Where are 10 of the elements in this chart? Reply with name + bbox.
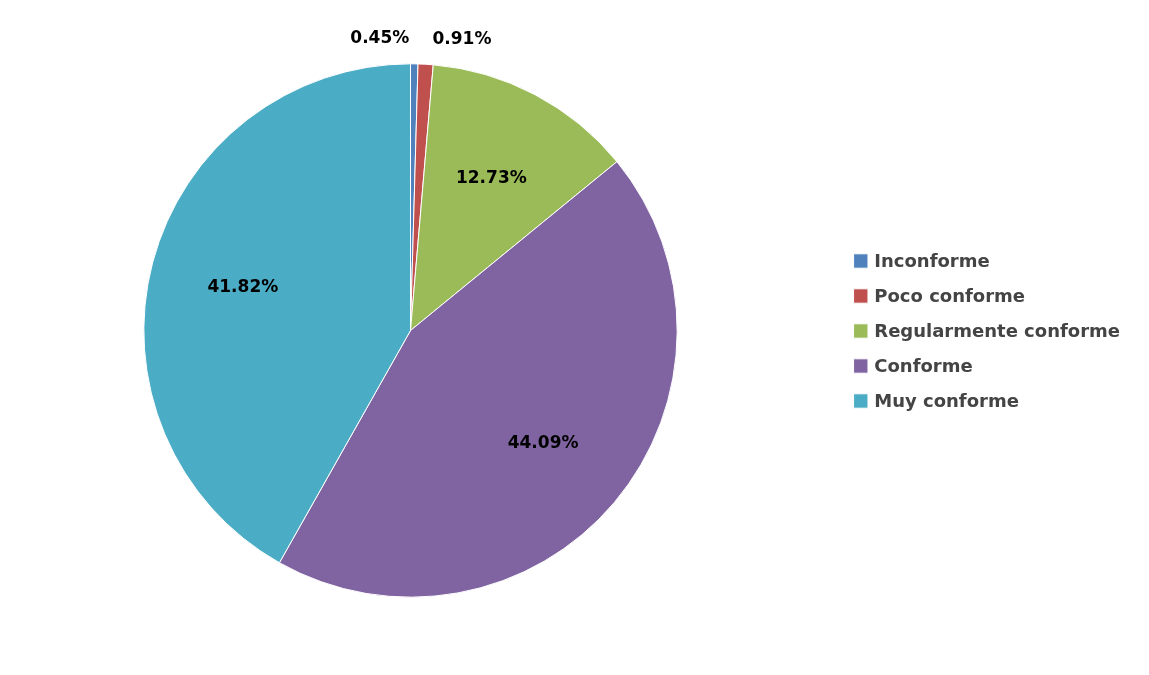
data-label: 0.45%	[350, 27, 410, 48]
data-label: 0.91%	[432, 27, 492, 48]
legend-label: Inconforme	[874, 249, 990, 271]
data-label: 44.09%	[507, 432, 579, 453]
legend-label: Poco conforme	[874, 284, 1026, 306]
data-label: 41.82%	[207, 276, 279, 297]
legend-label: Regularmente conforme	[874, 319, 1120, 341]
legend-label: Muy conforme	[874, 389, 1019, 411]
legend-label: Conforme	[874, 354, 973, 376]
data-label: 12.73%	[455, 167, 527, 188]
